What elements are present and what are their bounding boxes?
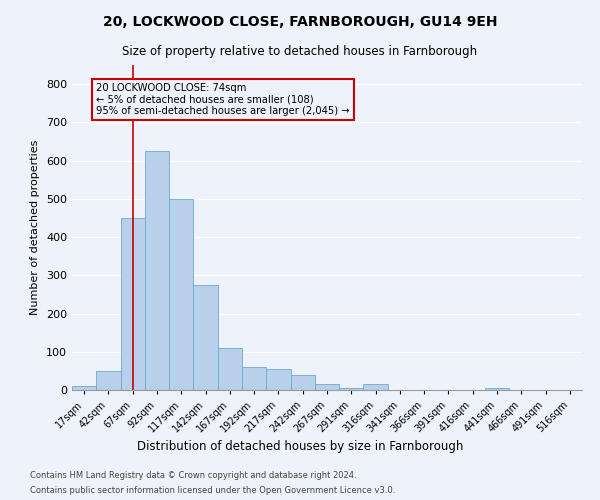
Y-axis label: Number of detached properties: Number of detached properties: [31, 140, 40, 315]
Bar: [242, 367, 266, 390]
Text: Contains public sector information licensed under the Open Government Licence v3: Contains public sector information licen…: [30, 486, 395, 495]
Text: 20 LOCKWOOD CLOSE: 74sqm
← 5% of detached houses are smaller (108)
95% of semi-d: 20 LOCKWOOD CLOSE: 74sqm ← 5% of detache…: [96, 83, 350, 116]
Text: 20, LOCKWOOD CLOSE, FARNBOROUGH, GU14 9EH: 20, LOCKWOOD CLOSE, FARNBOROUGH, GU14 9E…: [103, 15, 497, 29]
Bar: [169, 199, 193, 390]
Bar: [290, 374, 315, 390]
Bar: [218, 348, 242, 390]
Text: Contains HM Land Registry data © Crown copyright and database right 2024.: Contains HM Land Registry data © Crown c…: [30, 471, 356, 480]
Text: Distribution of detached houses by size in Farnborough: Distribution of detached houses by size …: [137, 440, 463, 453]
Text: Size of property relative to detached houses in Farnborough: Size of property relative to detached ho…: [122, 45, 478, 58]
Bar: [96, 371, 121, 390]
Bar: [315, 384, 339, 390]
Bar: [72, 386, 96, 390]
Bar: [121, 218, 145, 390]
Bar: [339, 388, 364, 390]
Bar: [145, 151, 169, 390]
Bar: [266, 369, 290, 390]
Bar: [193, 285, 218, 390]
Bar: [485, 388, 509, 390]
Bar: [364, 384, 388, 390]
